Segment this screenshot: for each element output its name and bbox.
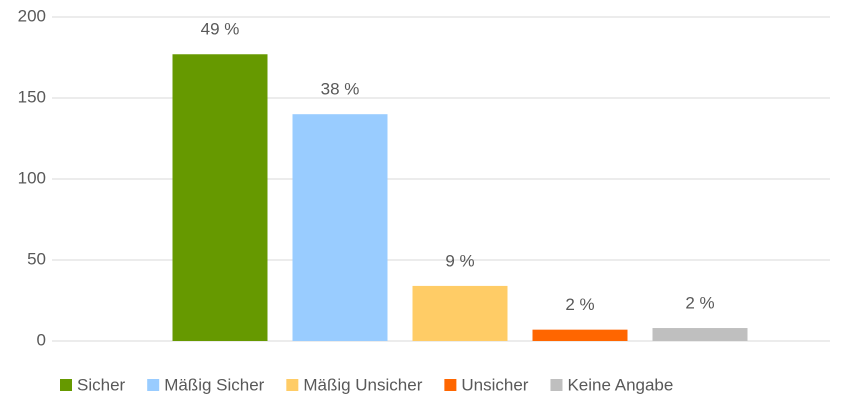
data-label: 38 % — [321, 80, 360, 99]
data-label: 2 % — [565, 295, 594, 314]
legend-swatch — [444, 379, 457, 391]
bar — [532, 329, 628, 341]
y-tick-label: 0 — [37, 330, 46, 349]
legend-label: Unsicher — [461, 375, 528, 394]
y-tick-label: 150 — [18, 87, 46, 106]
bar — [412, 285, 508, 341]
bar — [172, 54, 268, 341]
legend-label: Mäßig Sicher — [164, 375, 264, 394]
data-label: 49 % — [201, 20, 240, 39]
bar — [292, 114, 388, 341]
y-tick-label: 50 — [27, 249, 46, 268]
y-tick-label: 200 — [18, 6, 46, 25]
legend-label: Keine Angabe — [567, 375, 673, 394]
data-label: 9 % — [445, 251, 474, 270]
legend-label: Mäßig Unsicher — [303, 375, 422, 394]
legend-swatch — [60, 379, 72, 391]
legend-swatch — [147, 379, 160, 391]
legend-label: Sicher — [77, 375, 126, 394]
legend-swatch — [550, 379, 563, 391]
bar — [652, 328, 748, 341]
data-label: 2 % — [685, 294, 714, 313]
legend-swatch — [286, 379, 299, 391]
y-tick-label: 100 — [18, 168, 46, 187]
